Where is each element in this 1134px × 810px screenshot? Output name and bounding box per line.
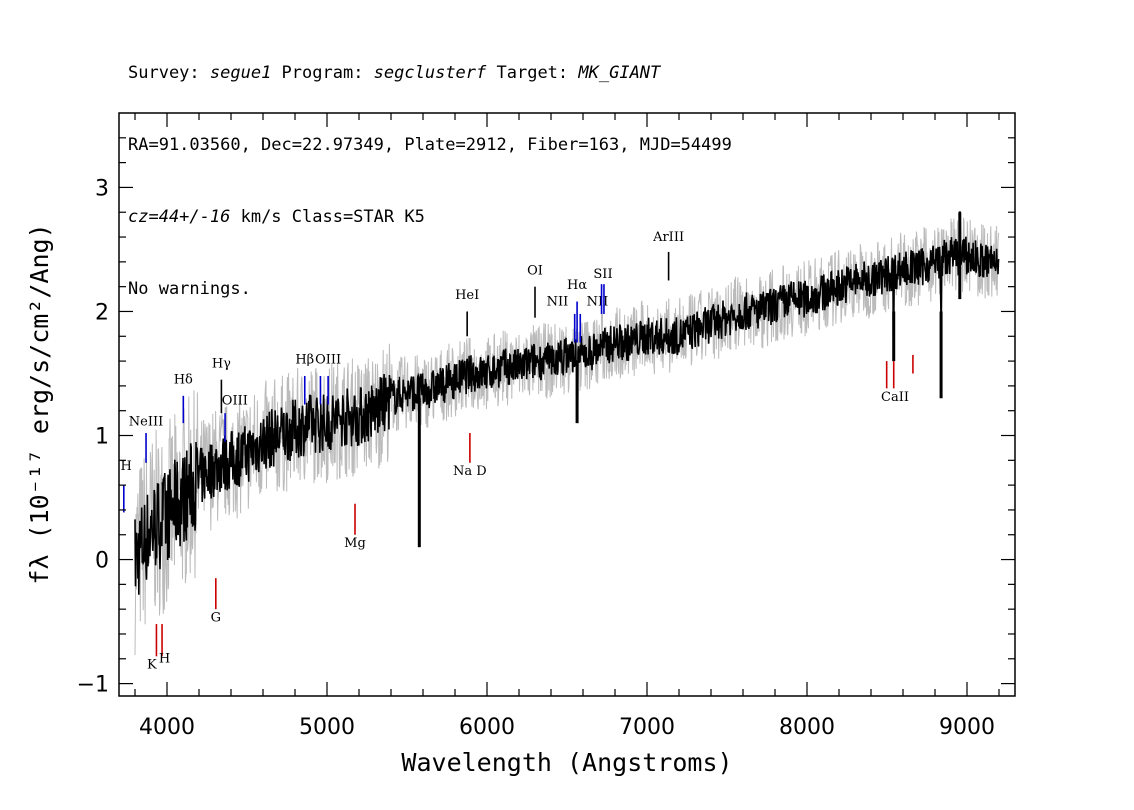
survey-value: segue1 [209, 63, 272, 83]
error-envelope [134, 217, 1000, 656]
header-line-survey: Survey: segue1 Program: segclusterf Targ… [128, 61, 732, 85]
y-tick-label: 1 [95, 425, 109, 450]
line-label-21: CaII [881, 390, 909, 405]
x-tick-label: 6000 [459, 715, 515, 740]
line-label-20: Na D [453, 464, 487, 479]
x-tick-label: 5000 [299, 715, 355, 740]
line-label-6: OIII [315, 353, 341, 368]
header-line-class: cz=44+/-16 km/s Class=STAR K5 [128, 205, 732, 229]
class-value: km/s Class=STAR K5 [230, 207, 425, 227]
line-label-15: ArIII [652, 230, 684, 245]
spectrum-header: Survey: segue1 Program: segclusterf Targ… [128, 13, 732, 325]
line-label-12: NII [587, 294, 609, 309]
y-tick-label: 0 [95, 549, 109, 574]
line-label-4: OIII [222, 394, 248, 409]
flux-polyline [134, 211, 1000, 595]
x-tick-label: 4000 [139, 715, 195, 740]
line-label-11: Hα [567, 278, 587, 293]
y-axis-label: fλ (10⁻¹⁷ erg/s/cm²/Ang) [25, 223, 54, 584]
line-label-1: NeIII [129, 415, 163, 430]
y-tick-label: −1 [77, 673, 109, 698]
line-label-16: K [147, 658, 157, 673]
x-tick-label: 7000 [619, 715, 675, 740]
x-tick-label: 8000 [779, 715, 835, 740]
line-label-3: Hγ [212, 356, 231, 371]
x-axis-label: Wavelength (Angstroms) [401, 748, 732, 777]
line-label-19: Mg [344, 536, 366, 551]
line-label-8: HeI [455, 288, 479, 303]
program-label: Program: [271, 63, 374, 83]
y-tick-label: 2 [95, 300, 109, 325]
line-label-10: NII [547, 294, 569, 309]
header-line-warnings: No warnings. [128, 279, 251, 299]
target-value: MK_GIANT [578, 63, 661, 83]
error-polyline [134, 217, 1000, 656]
program-value: segclusterf [373, 63, 487, 83]
line-label-9: OI [527, 263, 543, 278]
axis-ticks: 4000 5000 6000 7000 8000 9000 −1 0 1 2 3 [77, 113, 1015, 740]
line-label-18: G [211, 611, 221, 626]
header-line-coordinates: RA=91.03560, Dec=22.97349, Plate=2912, F… [128, 135, 732, 155]
line-label-2: Hδ [174, 372, 193, 387]
x-tick-label: 9000 [939, 715, 995, 740]
plot-frame [118, 112, 1016, 697]
line-label-0: H [121, 459, 132, 474]
line-label-13: SII [593, 267, 612, 282]
redshift-value: cz=44+/-16 [128, 207, 231, 227]
flux-series [134, 211, 1000, 595]
y-tick-label: 3 [95, 176, 109, 201]
target-label: Target: [486, 63, 579, 83]
line-label-17: H [159, 652, 170, 667]
line-label-5: Hβ [295, 353, 314, 368]
survey-label: Survey: [128, 63, 210, 83]
